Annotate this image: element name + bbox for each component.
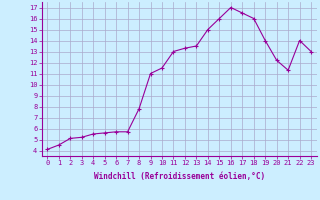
X-axis label: Windchill (Refroidissement éolien,°C): Windchill (Refroidissement éolien,°C) xyxy=(94,172,265,181)
